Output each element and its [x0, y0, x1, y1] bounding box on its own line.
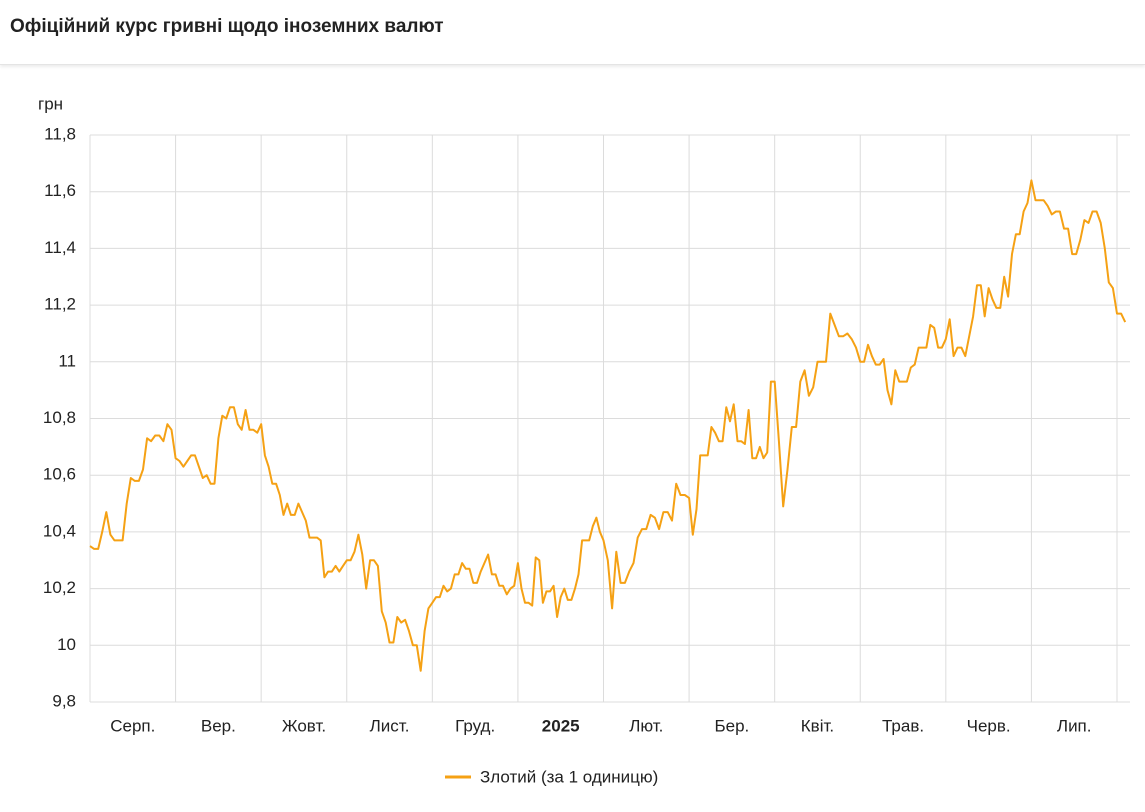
y-tick-label: 10,6 [43, 465, 76, 484]
y-tick-label: 11,2 [44, 295, 76, 314]
x-tick-label: Лип. [1057, 716, 1092, 735]
y-axis-unit: грн [38, 94, 63, 113]
x-tick-label: Лист. [370, 716, 410, 735]
x-tick-label: Бер. [714, 716, 749, 735]
x-tick-label: Лют. [629, 716, 663, 735]
y-tick-label: 10 [57, 635, 76, 654]
header: Офіційний курс гривні щодо іноземних вал… [0, 0, 1145, 65]
x-tick-label: Черв. [967, 716, 1011, 735]
y-tick-label: 10,8 [43, 408, 76, 427]
x-tick-label: Вер. [201, 716, 236, 735]
x-tick-label: Серп. [110, 716, 155, 735]
x-tick-label: Жовт. [282, 716, 326, 735]
y-tick-label: 10,2 [43, 578, 76, 597]
x-tick-label: Трав. [882, 716, 924, 735]
page-title: Офіційний курс гривні щодо іноземних вал… [10, 16, 444, 37]
y-tick-label: 9,8 [52, 691, 76, 710]
x-tick-label: Груд. [455, 716, 495, 735]
series-line [89, 179, 1127, 672]
y-tick-label: 10,4 [43, 521, 76, 540]
x-tick-label: Квіт. [801, 716, 834, 735]
y-tick-label: 11 [58, 351, 76, 370]
x-tick-label: 2025 [542, 716, 580, 735]
y-tick-label: 11,8 [44, 124, 76, 143]
y-tick-label: 11,6 [44, 181, 76, 200]
y-tick-label: 11,4 [44, 238, 76, 257]
legend-label: Злотий (за 1 одиницю) [480, 767, 658, 786]
chart: грн 9,8 10 10,2 10,4 10,6 10,8 11 11,2 11,4 11,6 1… [38, 94, 1130, 786]
